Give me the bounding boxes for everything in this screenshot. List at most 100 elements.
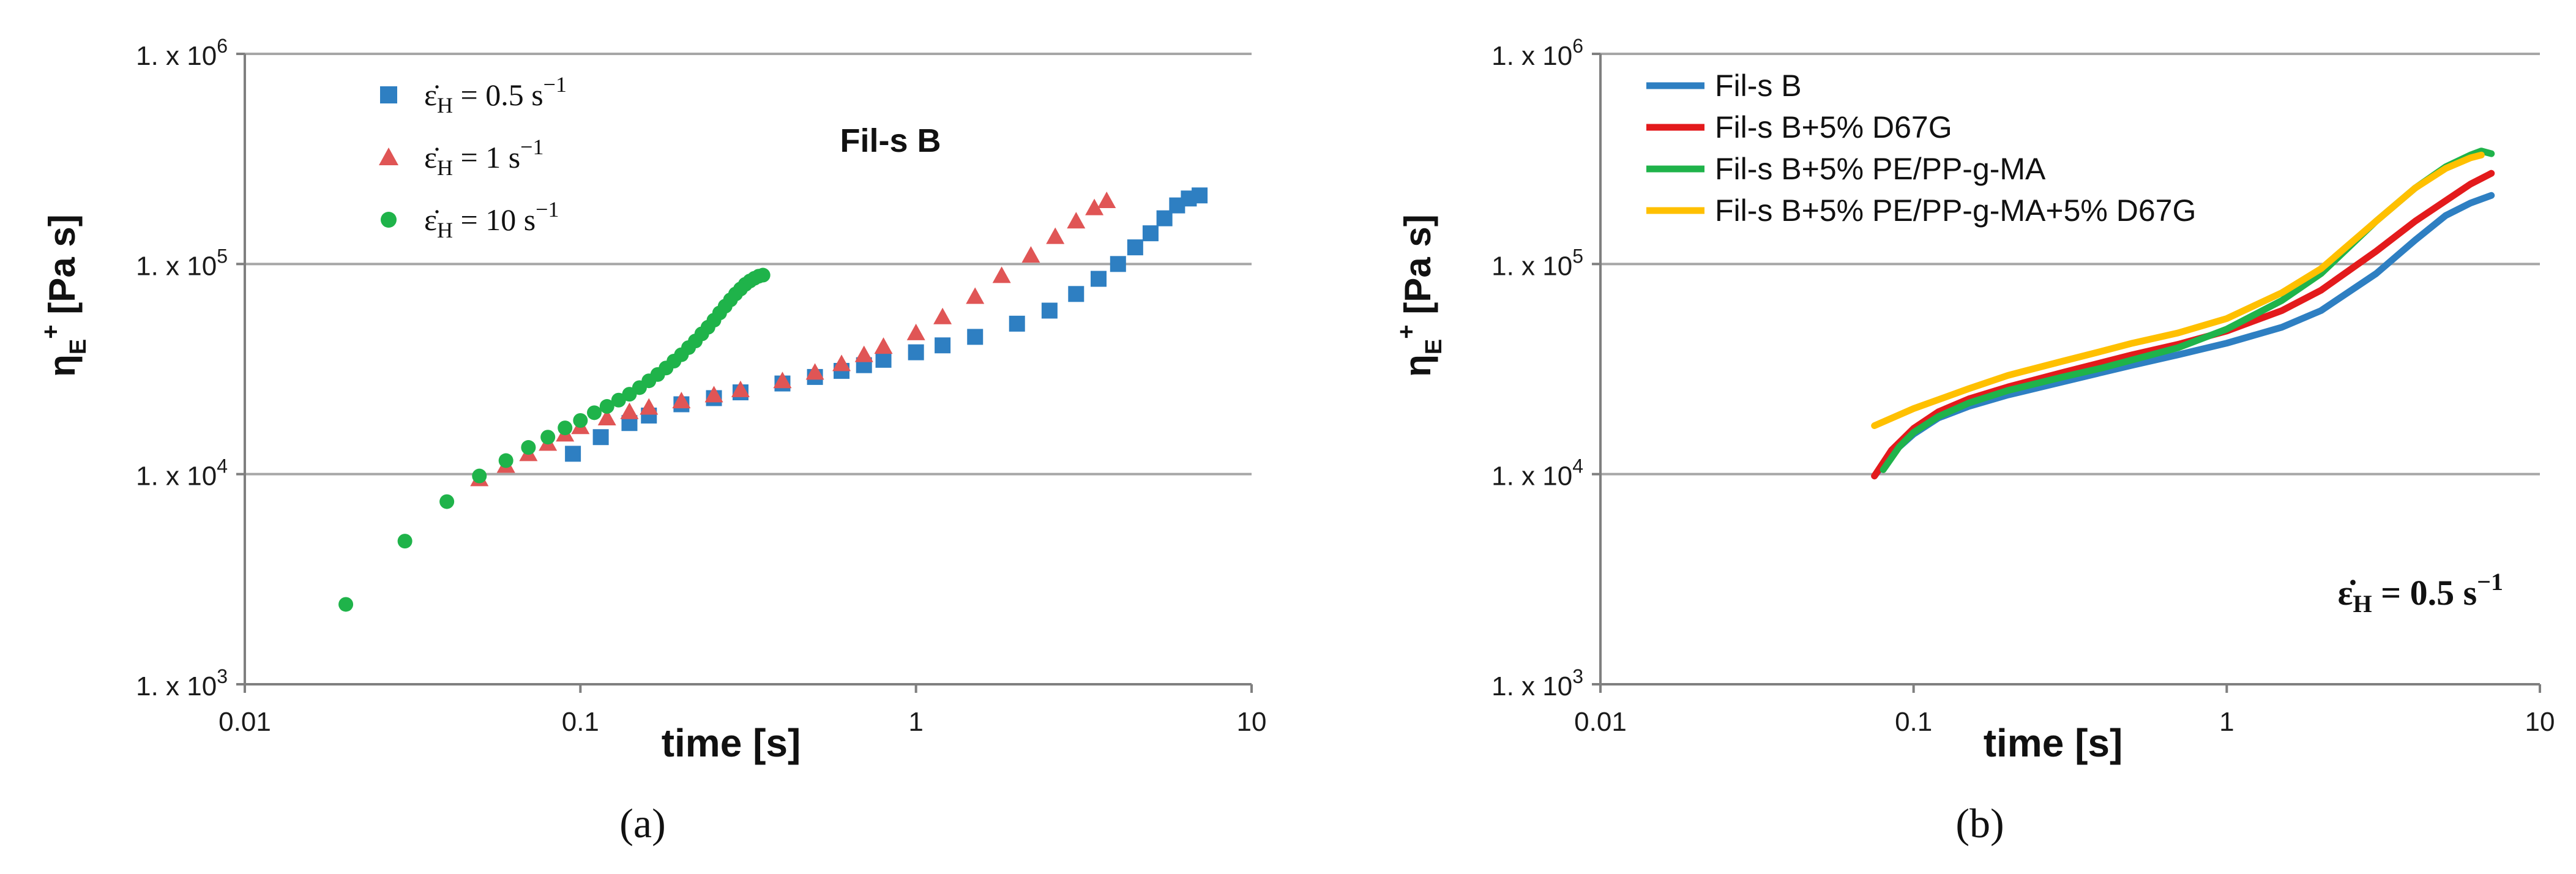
x-tick-label: 10 <box>2525 707 2555 737</box>
y-tick-base: 1. x 10 <box>1491 41 1572 71</box>
legend-symbol: ε̇ <box>424 203 439 237</box>
legend-label: Fil-s B+5% PE/PP-g-MA+5% D67G <box>1715 193 2196 228</box>
legend-label: Fil-s B+5% PE/PP-g-MA <box>1715 152 2046 186</box>
x-axis-title: time [s] <box>662 721 801 765</box>
y-title-symbol: η <box>42 354 83 377</box>
data-point <box>521 440 536 455</box>
data-point <box>1097 191 1116 208</box>
y-tick-exp: 6 <box>1572 35 1583 57</box>
data-point <box>906 323 925 340</box>
data-point <box>967 329 984 345</box>
data-point <box>397 534 413 549</box>
data-point <box>587 405 602 420</box>
y-title-sup: + <box>37 324 64 338</box>
y-tick-exp: 4 <box>1572 455 1583 477</box>
y-tick-label: 1. x 106 <box>1491 35 1583 71</box>
data-point <box>599 399 614 414</box>
y-tick-base: 1. x 10 <box>1491 461 1572 491</box>
data-point <box>540 430 556 445</box>
data-point <box>992 266 1011 283</box>
data-point <box>1192 187 1208 204</box>
data-point <box>805 363 824 380</box>
y-title-units: [Pa s] <box>1397 214 1438 324</box>
legend-sub: H <box>437 218 453 242</box>
y-tick-label: 1. x 104 <box>1491 455 1583 491</box>
data-point <box>597 408 616 425</box>
legend: Fil-s B Fil-s B+5% D67G Fil-s B+5% PE/PP-g… <box>1646 69 2196 228</box>
panel-annotation: ε̇H = 0.5 s−1 <box>2338 568 2503 618</box>
y-tick-base: 1. x 10 <box>1491 251 1572 281</box>
data-point <box>875 351 892 368</box>
legend-marker <box>381 212 397 228</box>
panel-annotation: Fil-s B <box>840 122 941 159</box>
data-point <box>1046 227 1065 244</box>
data-point <box>620 402 639 419</box>
x-tick-label: 10 <box>1237 707 1267 737</box>
data-point <box>1142 225 1159 242</box>
data-point <box>731 380 750 397</box>
data-point <box>854 345 873 362</box>
legend-symbol: ε̇ <box>424 140 439 174</box>
x-tick-label: 1 <box>908 707 923 737</box>
data-point <box>338 597 354 612</box>
annotation-text: = 0.5 s <box>2372 573 2477 613</box>
y-tick-label: 1. x 105 <box>1491 245 1583 281</box>
y-tick-exp: 5 <box>217 245 228 267</box>
data-point <box>592 429 609 446</box>
data-point <box>832 354 851 372</box>
legend-sub: H <box>437 155 453 180</box>
legend-label: Fil-s B <box>1715 69 1802 103</box>
data-point <box>1085 198 1104 215</box>
legend-text: = 0.5 s <box>453 78 543 112</box>
legend-symbol: ε̇ <box>424 78 439 112</box>
series-circle <box>338 267 771 612</box>
y-tick-base: 1. x 10 <box>136 251 217 281</box>
series-line <box>1871 170 2495 480</box>
legend-sub: H <box>437 93 453 118</box>
y-tick-label: 1. x 103 <box>136 665 228 701</box>
y-tick-exp: 6 <box>217 35 228 57</box>
data-point <box>1021 246 1040 263</box>
legend-sup: −1 <box>520 135 543 159</box>
data-point <box>755 267 771 283</box>
annotation-sub: H <box>2353 590 2372 618</box>
data-point <box>933 307 952 324</box>
data-point <box>1009 315 1025 332</box>
y-tick-exp: 5 <box>1572 245 1583 267</box>
legend-text: = 1 s <box>453 140 520 174</box>
panel-caption: (a) <box>619 800 665 846</box>
y-title-sub: E <box>1421 339 1447 354</box>
y-tick-base: 1. x 10 <box>136 671 217 701</box>
annotation-sup: −1 <box>2477 568 2503 596</box>
legend-text: = 10 s <box>453 203 536 237</box>
x-tick-label: 0.01 <box>1574 707 1627 737</box>
data-point <box>1041 302 1058 319</box>
data-point <box>672 392 691 409</box>
series-triangle <box>470 191 1116 487</box>
x-tick-label: 0.01 <box>218 707 271 737</box>
data-point <box>611 392 626 408</box>
data-point <box>773 372 792 389</box>
legend-label: ε̇H = 0.5 s−1 <box>424 72 567 118</box>
y-tick-base: 1. x 10 <box>1491 671 1572 701</box>
data-point <box>439 494 455 509</box>
series-line <box>1871 151 2485 429</box>
data-point <box>935 337 951 354</box>
data-point <box>1068 286 1085 302</box>
y-title-units: [Pa s] <box>42 214 83 324</box>
data-point <box>1067 212 1086 229</box>
y-tick-base: 1. x 10 <box>136 41 217 71</box>
y-tick-exp: 3 <box>1572 665 1583 687</box>
y-tick-exp: 3 <box>217 665 228 687</box>
series-square <box>565 187 1208 462</box>
legend-marker <box>380 86 397 103</box>
data-point <box>1127 239 1143 256</box>
data-point <box>966 287 985 304</box>
data-point <box>558 420 573 436</box>
data-point <box>573 413 588 428</box>
y-tick-label: 1. x 104 <box>136 455 228 491</box>
y-title-symbol: η <box>1397 354 1438 377</box>
data-point <box>704 386 723 403</box>
